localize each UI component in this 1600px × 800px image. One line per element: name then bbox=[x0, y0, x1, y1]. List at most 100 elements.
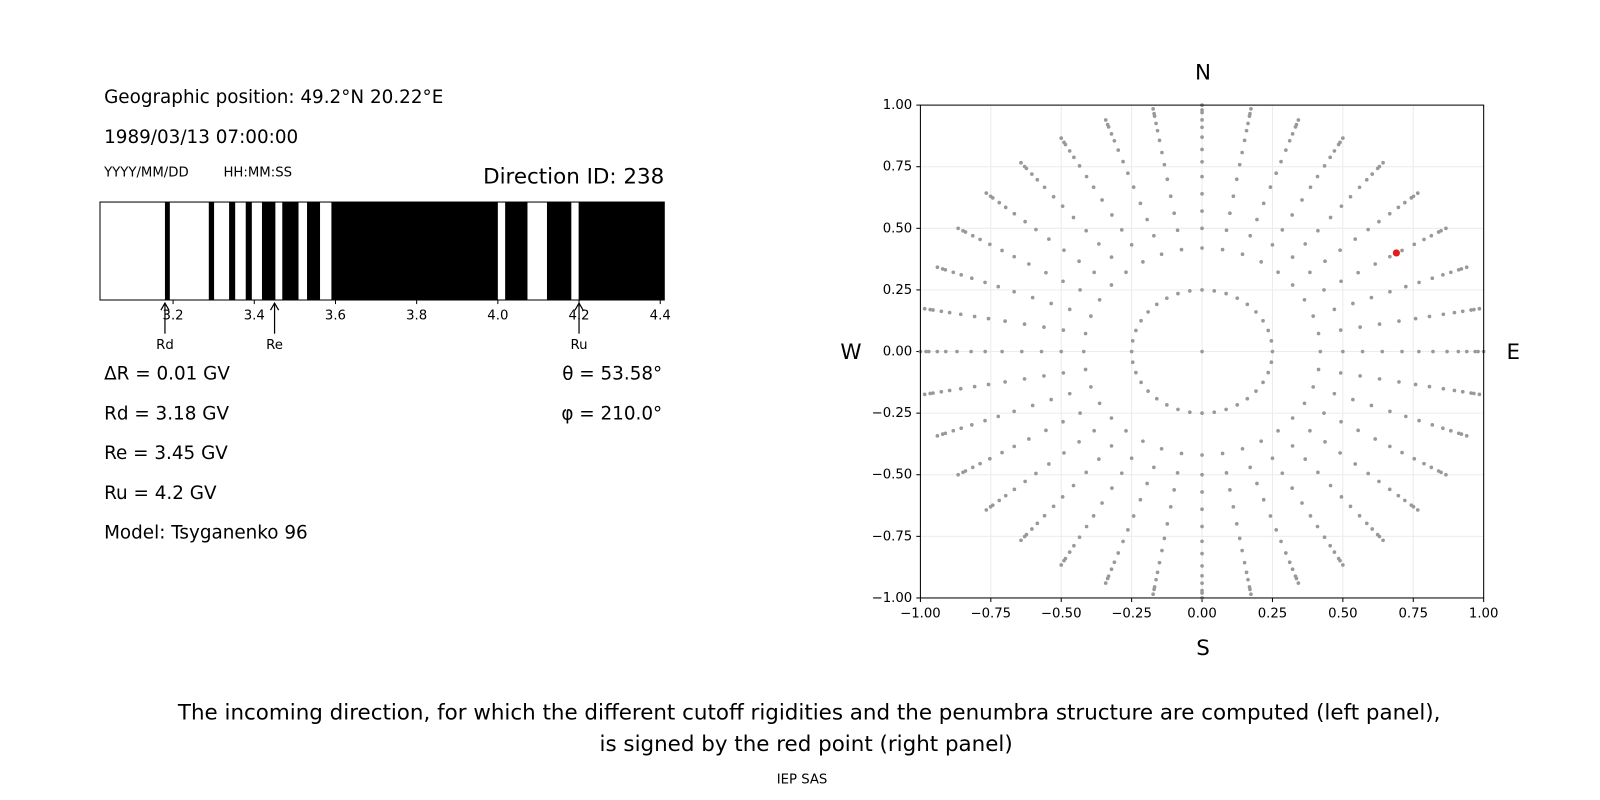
direction-point bbox=[1255, 481, 1259, 486]
direction-point bbox=[1168, 194, 1173, 199]
direction-point bbox=[1019, 160, 1023, 165]
direction-point bbox=[988, 456, 992, 461]
direction-point bbox=[1296, 118, 1301, 122]
direction-point bbox=[1200, 573, 1204, 578]
direction-point bbox=[1240, 446, 1245, 451]
direction-point bbox=[1360, 349, 1365, 354]
direction-point bbox=[1358, 325, 1362, 329]
direction-point bbox=[1316, 228, 1320, 233]
direction-point bbox=[1152, 233, 1156, 238]
y-tick-label: 0.00 bbox=[883, 345, 913, 360]
direction-point bbox=[1235, 296, 1240, 301]
direction-point bbox=[1172, 211, 1177, 216]
direction-point bbox=[1012, 211, 1017, 216]
direction-point bbox=[1200, 288, 1204, 292]
direction-point bbox=[1427, 314, 1432, 319]
direction-point bbox=[1377, 534, 1382, 539]
direction-point bbox=[1341, 136, 1345, 140]
direction-point bbox=[1134, 328, 1138, 333]
direction-point bbox=[1303, 457, 1308, 461]
direction-point bbox=[1364, 177, 1369, 182]
direction-point bbox=[1175, 228, 1180, 233]
direction-point bbox=[1377, 479, 1381, 484]
direction-point bbox=[1388, 444, 1392, 449]
direction-point bbox=[1351, 301, 1355, 306]
direction-point bbox=[1259, 439, 1264, 444]
caption-line: is signed by the red point (right panel) bbox=[600, 732, 1013, 757]
direction-point bbox=[1059, 136, 1064, 140]
direction-point bbox=[1165, 403, 1169, 407]
direction-point bbox=[1373, 262, 1378, 266]
direction-point bbox=[1078, 288, 1082, 292]
direction-point bbox=[958, 312, 963, 317]
direction-point bbox=[1145, 217, 1149, 222]
direction-point bbox=[1103, 581, 1108, 585]
direction-point bbox=[1338, 451, 1342, 455]
direction-point bbox=[1176, 291, 1180, 296]
direction-point bbox=[1061, 328, 1066, 332]
direction-point bbox=[1308, 185, 1313, 190]
direction-point bbox=[1444, 226, 1448, 231]
direction-point bbox=[1061, 371, 1066, 375]
direction-point bbox=[1397, 319, 1401, 323]
direction-point bbox=[1396, 493, 1401, 498]
direction-point bbox=[1097, 242, 1101, 246]
direction-point bbox=[1152, 587, 1156, 592]
direction-point bbox=[1200, 135, 1204, 139]
direction-point bbox=[1179, 247, 1184, 252]
direction-point bbox=[1411, 504, 1416, 509]
direction-point bbox=[1077, 535, 1082, 540]
direction-point bbox=[1279, 539, 1283, 544]
direction-point bbox=[1116, 148, 1121, 152]
direction-point bbox=[1261, 380, 1265, 385]
direction-point bbox=[1294, 122, 1299, 127]
direction-point bbox=[1259, 260, 1264, 264]
theta: θ = 53.58° bbox=[562, 363, 662, 384]
direction-point bbox=[1248, 465, 1253, 470]
direction-point bbox=[1042, 513, 1047, 518]
direction-point bbox=[1097, 457, 1101, 461]
direction-point bbox=[1084, 524, 1089, 529]
direction-point bbox=[1224, 291, 1228, 296]
y-tick-label: 0.75 bbox=[883, 160, 913, 175]
y-tick-label: −0.50 bbox=[872, 468, 913, 483]
direction-point bbox=[951, 428, 956, 433]
direction-point bbox=[1357, 513, 1362, 518]
direction-point bbox=[1129, 456, 1134, 461]
x-tick-label: 4.4 bbox=[650, 308, 671, 323]
direction-point bbox=[1323, 439, 1327, 444]
direction-point bbox=[1234, 177, 1239, 182]
direction-point bbox=[1154, 396, 1159, 401]
direction-point bbox=[1332, 550, 1337, 554]
direction-point bbox=[1179, 451, 1184, 456]
direction-point bbox=[1308, 514, 1313, 518]
direction-point bbox=[1220, 247, 1225, 252]
direction-point bbox=[1109, 132, 1114, 136]
direction-point bbox=[1287, 138, 1292, 143]
direction-point bbox=[1276, 428, 1280, 433]
direction-point bbox=[1415, 191, 1420, 195]
direction-point bbox=[996, 284, 1001, 289]
direction-point bbox=[1244, 128, 1249, 133]
direction-point bbox=[1381, 538, 1385, 543]
direction-point bbox=[1430, 423, 1435, 427]
date-format: YYYY/MM/DD bbox=[103, 165, 189, 180]
direction-point bbox=[1441, 312, 1446, 317]
direction-point bbox=[1477, 306, 1482, 311]
direction-point bbox=[972, 314, 977, 319]
direction-point bbox=[1019, 349, 1024, 354]
direction-point bbox=[1254, 389, 1258, 393]
direction-point bbox=[1400, 349, 1404, 354]
direction-point bbox=[1200, 591, 1204, 595]
direction-point bbox=[1245, 302, 1250, 307]
direction-point bbox=[1266, 370, 1271, 375]
direction-point bbox=[1121, 159, 1125, 164]
direction-point bbox=[1302, 297, 1307, 302]
direction-point bbox=[961, 228, 965, 233]
direction-point bbox=[1172, 488, 1177, 492]
direction-point bbox=[1034, 227, 1038, 232]
direction-point bbox=[1441, 272, 1445, 277]
direction-point bbox=[1338, 371, 1343, 375]
direction-point bbox=[1105, 122, 1110, 127]
direction-point bbox=[1469, 308, 1473, 312]
